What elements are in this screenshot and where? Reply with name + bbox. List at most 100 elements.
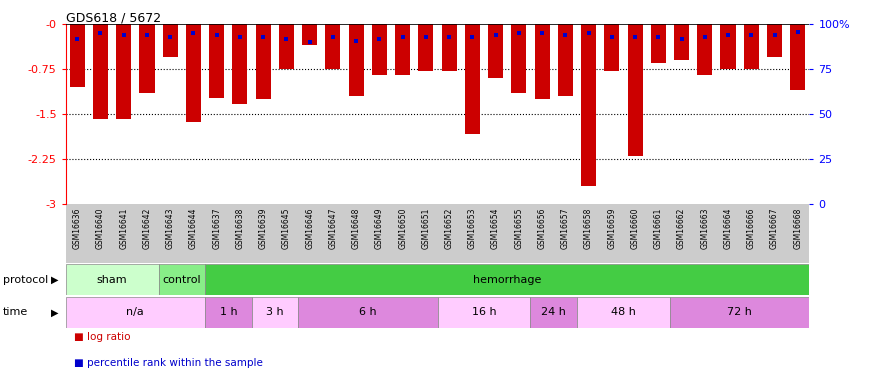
Point xyxy=(466,34,480,40)
Bar xyxy=(116,24,131,118)
Bar xyxy=(627,24,642,156)
Bar xyxy=(720,24,736,69)
Bar xyxy=(158,264,205,295)
Text: ■ log ratio: ■ log ratio xyxy=(74,332,131,342)
Bar xyxy=(209,24,224,98)
Bar xyxy=(372,24,387,75)
Text: GSM16658: GSM16658 xyxy=(584,207,593,249)
Point xyxy=(628,34,642,40)
Text: GSM16668: GSM16668 xyxy=(794,207,802,249)
Point xyxy=(373,36,387,42)
Point xyxy=(582,30,596,36)
Text: GSM16656: GSM16656 xyxy=(537,207,547,249)
Bar xyxy=(674,24,690,60)
Point xyxy=(697,34,711,40)
Point xyxy=(558,32,572,38)
Point xyxy=(349,38,363,44)
Bar xyxy=(581,24,596,186)
Text: GSM16652: GSM16652 xyxy=(444,207,453,249)
Point xyxy=(186,30,200,36)
Bar xyxy=(163,24,178,57)
Point xyxy=(70,36,84,42)
Text: control: control xyxy=(163,275,201,285)
Bar xyxy=(205,297,252,328)
Text: GSM16645: GSM16645 xyxy=(282,207,290,249)
Bar xyxy=(744,24,759,69)
Bar xyxy=(279,24,294,69)
Point xyxy=(210,32,224,38)
Text: sham: sham xyxy=(97,275,128,285)
Bar xyxy=(511,24,527,93)
Bar xyxy=(767,24,782,57)
Point xyxy=(536,30,550,36)
Bar xyxy=(298,297,438,328)
Text: hemorrhage: hemorrhage xyxy=(473,275,542,285)
Point xyxy=(675,36,689,42)
Text: GSM16644: GSM16644 xyxy=(189,207,198,249)
Bar xyxy=(465,24,480,134)
Point xyxy=(791,28,805,34)
Text: GSM16643: GSM16643 xyxy=(165,207,175,249)
Bar xyxy=(205,264,809,295)
Text: GSM16636: GSM16636 xyxy=(73,207,81,249)
Text: GSM16641: GSM16641 xyxy=(119,207,129,249)
Text: GSM16651: GSM16651 xyxy=(422,207,430,249)
Point xyxy=(256,34,270,40)
Text: GSM16639: GSM16639 xyxy=(259,207,268,249)
Bar xyxy=(93,24,108,118)
Text: n/a: n/a xyxy=(127,308,144,317)
Point xyxy=(488,32,502,38)
Text: GSM16650: GSM16650 xyxy=(398,207,407,249)
Bar xyxy=(233,24,248,104)
Bar xyxy=(697,24,712,75)
Point xyxy=(767,32,781,38)
Bar xyxy=(651,24,666,63)
Text: GDS618 / 5672: GDS618 / 5672 xyxy=(66,11,161,24)
Text: GSM16661: GSM16661 xyxy=(654,207,662,249)
Text: 1 h: 1 h xyxy=(220,308,237,317)
Text: GSM16666: GSM16666 xyxy=(746,207,756,249)
Bar xyxy=(66,297,205,328)
Text: 48 h: 48 h xyxy=(611,308,636,317)
Bar xyxy=(442,24,457,70)
Text: 6 h: 6 h xyxy=(359,308,376,317)
Bar xyxy=(396,24,410,75)
Bar xyxy=(255,24,270,99)
Text: ▶: ▶ xyxy=(51,275,59,285)
Point xyxy=(442,34,456,40)
Text: GSM16638: GSM16638 xyxy=(235,207,244,249)
Point xyxy=(279,36,293,42)
Text: GSM16642: GSM16642 xyxy=(143,207,151,249)
Text: GSM16660: GSM16660 xyxy=(631,207,640,249)
Text: GSM16657: GSM16657 xyxy=(561,207,570,249)
Text: GSM16664: GSM16664 xyxy=(724,207,732,249)
Text: time: time xyxy=(3,308,28,317)
Bar xyxy=(66,264,158,295)
Bar xyxy=(186,24,201,122)
Point xyxy=(326,34,340,40)
Text: ▶: ▶ xyxy=(51,308,59,317)
Text: GSM16659: GSM16659 xyxy=(607,207,616,249)
Point xyxy=(419,34,433,40)
Bar xyxy=(577,297,670,328)
Text: ■ percentile rank within the sample: ■ percentile rank within the sample xyxy=(74,358,263,368)
Point xyxy=(651,34,665,40)
Bar xyxy=(348,24,364,96)
Point xyxy=(116,32,130,38)
Text: 3 h: 3 h xyxy=(266,308,284,317)
Bar xyxy=(535,24,550,99)
Bar xyxy=(438,297,530,328)
Text: GSM16637: GSM16637 xyxy=(213,207,221,249)
Text: GSM16648: GSM16648 xyxy=(352,207,360,249)
Bar xyxy=(418,24,433,70)
Bar xyxy=(790,24,805,90)
Point xyxy=(745,32,759,38)
Text: protocol: protocol xyxy=(3,275,48,285)
Text: GSM16653: GSM16653 xyxy=(468,207,477,249)
Text: GSM16663: GSM16663 xyxy=(700,207,710,249)
Text: GSM16662: GSM16662 xyxy=(677,207,686,249)
Point xyxy=(512,30,526,36)
Text: GSM16647: GSM16647 xyxy=(328,207,338,249)
Point xyxy=(396,34,410,40)
Text: 24 h: 24 h xyxy=(542,308,566,317)
